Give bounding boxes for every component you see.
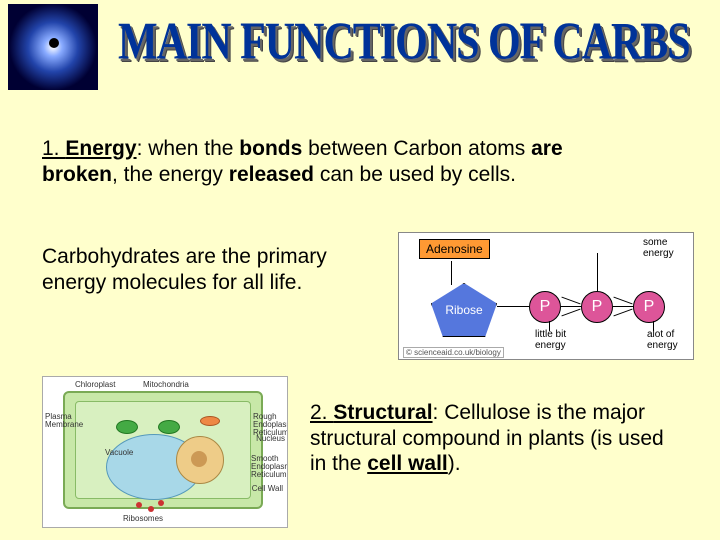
- energy-keyword: Energy: [65, 137, 136, 160]
- cell-label: Nucleus: [256, 435, 285, 443]
- cell-label: Mitochondria: [143, 381, 189, 389]
- energy-paragraph: 1. Energy: when the bonds between Carbon…: [42, 136, 602, 187]
- arrow-line: [597, 253, 598, 291]
- cell-label: Vacuole: [105, 449, 133, 457]
- phosphate-circle: P: [633, 291, 665, 323]
- cell-label: Cell Wall: [252, 485, 283, 493]
- adenosine-box: Adenosine: [419, 239, 490, 259]
- diagram-line: [451, 261, 452, 285]
- some-energy-label: some energy: [643, 237, 687, 259]
- ribosome-shape: [136, 502, 142, 508]
- cell-label: Ribosomes: [123, 515, 163, 523]
- chloroplast-shape: [116, 420, 138, 434]
- bond-line: [613, 306, 633, 307]
- diagram-credit: © scienceaid.co.uk/biology: [403, 347, 504, 358]
- structural-number: 2.: [310, 401, 333, 424]
- ribose-pentagon: Ribose: [431, 283, 497, 337]
- cellwall-keyword: cell wall: [367, 452, 448, 475]
- cell-membrane-shape: [75, 401, 251, 499]
- phosphate-circle: P: [529, 291, 561, 323]
- diagram-line: [497, 306, 529, 307]
- energy-burst-image: [8, 4, 98, 90]
- slide-header: MAIN FUNCTIONS OF CARBS: [0, 0, 720, 90]
- released-keyword: released: [229, 163, 314, 186]
- mitochondria-shape: [200, 416, 220, 426]
- cell-label: Plasma Membrane: [45, 413, 65, 429]
- little-energy-label: little bit energy: [535, 329, 583, 351]
- nucleus-shape: [176, 436, 224, 484]
- cell-label: Chloroplast: [75, 381, 115, 389]
- phosphate-circle: P: [581, 291, 613, 323]
- cell-wall-shape: [63, 391, 263, 509]
- bonds-keyword: bonds: [239, 137, 302, 160]
- plant-cell-diagram: Chloroplast Mitochondria Plasma Membrane…: [42, 376, 288, 528]
- cell-label: Smooth Endoplasmic Reticulum: [251, 455, 285, 479]
- structural-keyword: Structural: [333, 401, 432, 424]
- bond-line: [561, 306, 581, 307]
- primary-energy-paragraph: Carbohydrates are the primary energy mol…: [42, 244, 382, 295]
- slide-title: MAIN FUNCTIONS OF CARBS: [118, 12, 690, 72]
- chloroplast-shape: [158, 420, 180, 434]
- energy-number: 1.: [42, 137, 65, 160]
- structural-paragraph: 2. Structural: Cellulose is the major st…: [310, 400, 670, 477]
- ribosome-shape: [158, 500, 164, 506]
- atp-diagram: Adenosine Ribose P P P some energy littl…: [398, 232, 694, 360]
- alot-energy-label: alot of energy: [647, 329, 687, 351]
- ribosome-shape: [148, 506, 154, 512]
